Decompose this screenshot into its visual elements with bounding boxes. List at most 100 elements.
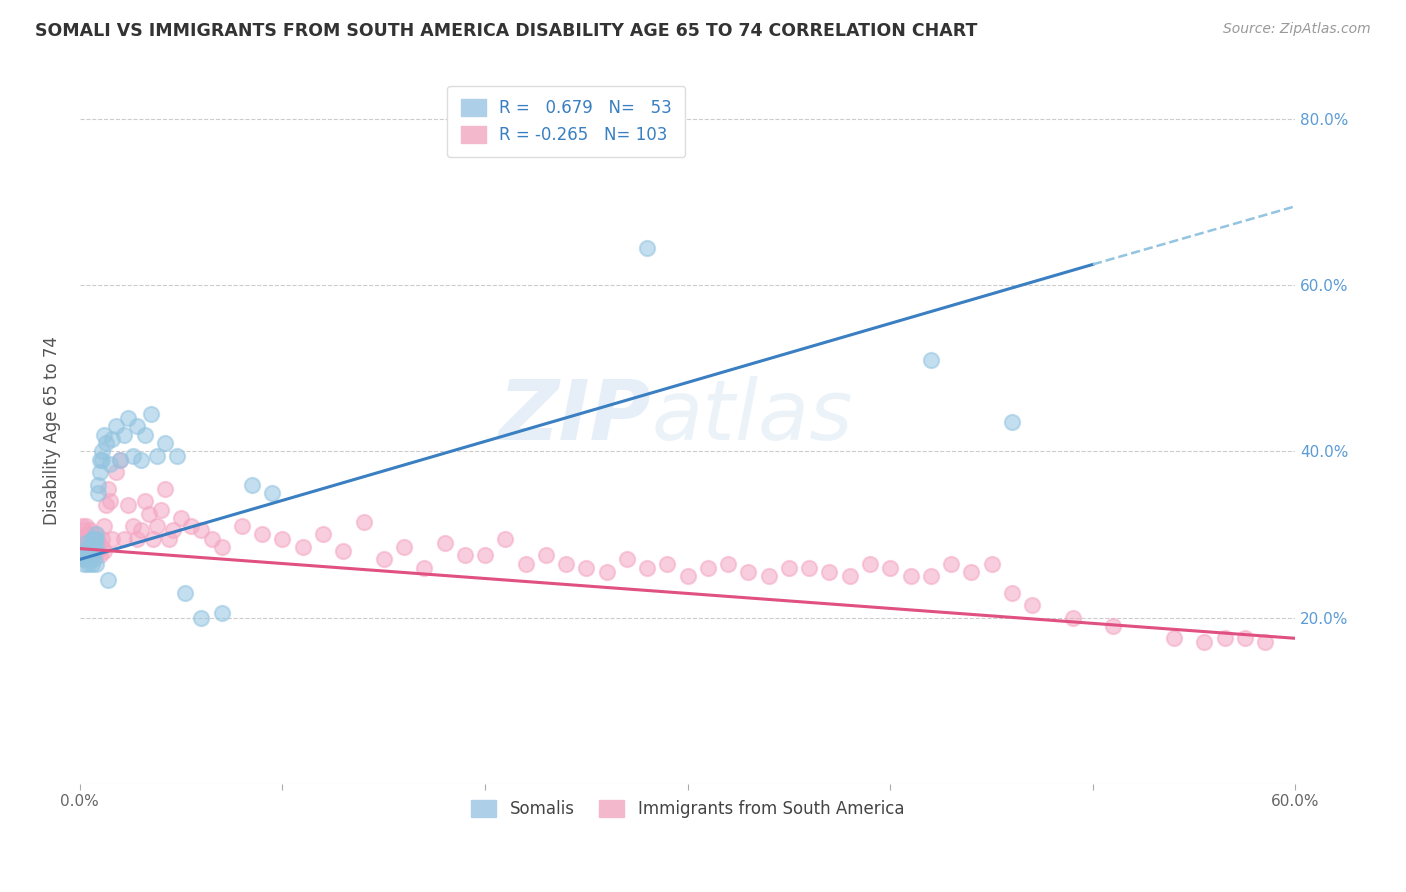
Point xyxy=(101,532,124,546)
Text: ZIP: ZIP xyxy=(499,376,651,457)
Point xyxy=(190,610,212,624)
Point xyxy=(79,544,101,558)
Point xyxy=(87,535,110,549)
Point xyxy=(75,532,97,546)
Point xyxy=(332,544,354,558)
Point xyxy=(73,540,96,554)
Point xyxy=(657,557,679,571)
Point xyxy=(97,573,120,587)
Point xyxy=(91,444,114,458)
Point xyxy=(125,419,148,434)
Point xyxy=(91,452,114,467)
Y-axis label: Disability Age 65 to 74: Disability Age 65 to 74 xyxy=(44,336,60,525)
Point xyxy=(200,532,222,546)
Point xyxy=(166,449,188,463)
Point xyxy=(231,519,253,533)
Point xyxy=(271,532,294,546)
Point xyxy=(98,457,121,471)
Point xyxy=(93,519,115,533)
Point xyxy=(70,548,93,562)
Point xyxy=(91,540,114,554)
Point xyxy=(515,557,537,571)
Point xyxy=(575,560,598,574)
Point xyxy=(174,585,197,599)
Point xyxy=(146,449,169,463)
Point xyxy=(70,532,93,546)
Point xyxy=(838,569,860,583)
Point xyxy=(80,557,103,571)
Point xyxy=(114,427,136,442)
Point xyxy=(83,544,105,558)
Point xyxy=(77,540,100,554)
Point xyxy=(717,557,740,571)
Point xyxy=(83,540,105,554)
Point xyxy=(114,532,136,546)
Point xyxy=(105,419,128,434)
Point xyxy=(96,436,118,450)
Point xyxy=(77,535,100,549)
Point xyxy=(73,557,96,571)
Point xyxy=(84,532,107,546)
Point xyxy=(799,560,821,574)
Point xyxy=(117,499,139,513)
Point xyxy=(636,560,658,574)
Point xyxy=(170,511,193,525)
Point xyxy=(89,548,111,562)
Point xyxy=(149,502,172,516)
Point xyxy=(134,427,156,442)
Point xyxy=(1213,632,1236,646)
Point xyxy=(79,552,101,566)
Point xyxy=(121,449,143,463)
Point xyxy=(859,557,882,571)
Point xyxy=(80,548,103,562)
Point xyxy=(960,565,983,579)
Point xyxy=(125,532,148,546)
Point xyxy=(93,427,115,442)
Point xyxy=(101,432,124,446)
Point xyxy=(75,535,97,549)
Point xyxy=(920,353,942,368)
Point xyxy=(79,544,101,558)
Point xyxy=(636,241,658,255)
Point xyxy=(83,540,105,554)
Point xyxy=(70,519,93,533)
Point xyxy=(138,507,160,521)
Point xyxy=(1233,632,1256,646)
Point xyxy=(117,411,139,425)
Point xyxy=(89,452,111,467)
Point xyxy=(153,436,176,450)
Point xyxy=(89,465,111,479)
Point xyxy=(146,519,169,533)
Point xyxy=(73,524,96,538)
Point xyxy=(75,519,97,533)
Point xyxy=(494,532,516,546)
Point xyxy=(1001,415,1024,429)
Point xyxy=(110,452,132,467)
Legend: Somalis, Immigrants from South America: Somalis, Immigrants from South America xyxy=(464,793,911,825)
Point xyxy=(474,548,496,562)
Point xyxy=(555,557,578,571)
Point xyxy=(93,544,115,558)
Point xyxy=(353,515,375,529)
Point xyxy=(79,524,101,538)
Point xyxy=(84,540,107,554)
Point xyxy=(818,565,841,579)
Point xyxy=(697,560,720,574)
Point xyxy=(153,482,176,496)
Point xyxy=(433,535,456,549)
Point xyxy=(758,569,780,583)
Point xyxy=(1194,635,1216,649)
Point xyxy=(80,540,103,554)
Point xyxy=(83,552,105,566)
Point xyxy=(84,527,107,541)
Point xyxy=(1254,635,1277,649)
Point xyxy=(139,407,162,421)
Point xyxy=(121,519,143,533)
Text: SOMALI VS IMMIGRANTS FROM SOUTH AMERICA DISABILITY AGE 65 TO 74 CORRELATION CHAR: SOMALI VS IMMIGRANTS FROM SOUTH AMERICA … xyxy=(35,22,977,40)
Point xyxy=(84,532,107,546)
Point xyxy=(129,524,152,538)
Point xyxy=(97,482,120,496)
Point xyxy=(110,452,132,467)
Point xyxy=(879,560,901,574)
Point xyxy=(96,499,118,513)
